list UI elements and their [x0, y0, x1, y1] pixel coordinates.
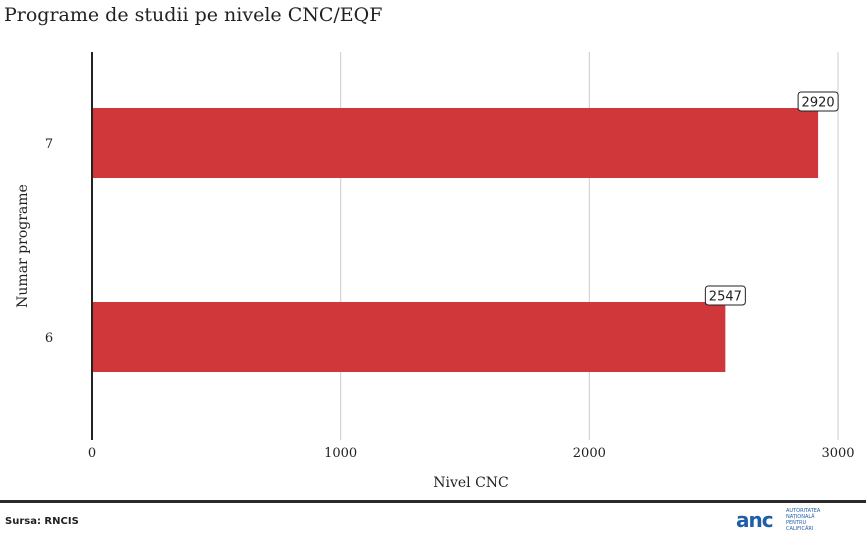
bar-chart: 0 1000 2000 3000 7 2920 6 2547 Nivel CNC Numar pr… — [15, 52, 855, 491]
data-label: 2547 — [709, 290, 742, 305]
data-label: 2920 — [802, 96, 835, 111]
x-tick-label: 1000 — [324, 446, 357, 461]
x-tick-label: 0 — [88, 446, 96, 461]
source-note: Sursa: RNCIS — [5, 516, 79, 527]
logo-caption: Autoritatea Națională pentru Calificări — [786, 508, 820, 532]
logo-line: Autoritatea — [786, 508, 821, 514]
logo-line: Națională — [786, 514, 815, 520]
x-axis-title: Nivel CNC — [433, 475, 509, 491]
data-label-box — [797, 91, 839, 112]
anc-logo: anc Autoritatea Națională pentru Calific… — [736, 506, 832, 536]
x-tick-label: 3000 — [821, 446, 854, 461]
y-tick-label: 6 — [45, 331, 53, 346]
logo-line: pentru — [786, 520, 807, 526]
y-tick-label: 7 — [45, 137, 53, 152]
data-label-box — [704, 285, 746, 306]
footer-divider — [0, 500, 866, 503]
bar — [92, 302, 726, 372]
y-axis-title: Numar programe — [15, 184, 31, 308]
chart-title: Programe de studii pe nivele CNC/EQF — [4, 4, 383, 26]
bar — [92, 108, 819, 178]
logo-line: Calificări — [786, 526, 814, 532]
logo-wordmark: anc — [736, 508, 774, 532]
x-tick-label: 2000 — [573, 446, 606, 461]
